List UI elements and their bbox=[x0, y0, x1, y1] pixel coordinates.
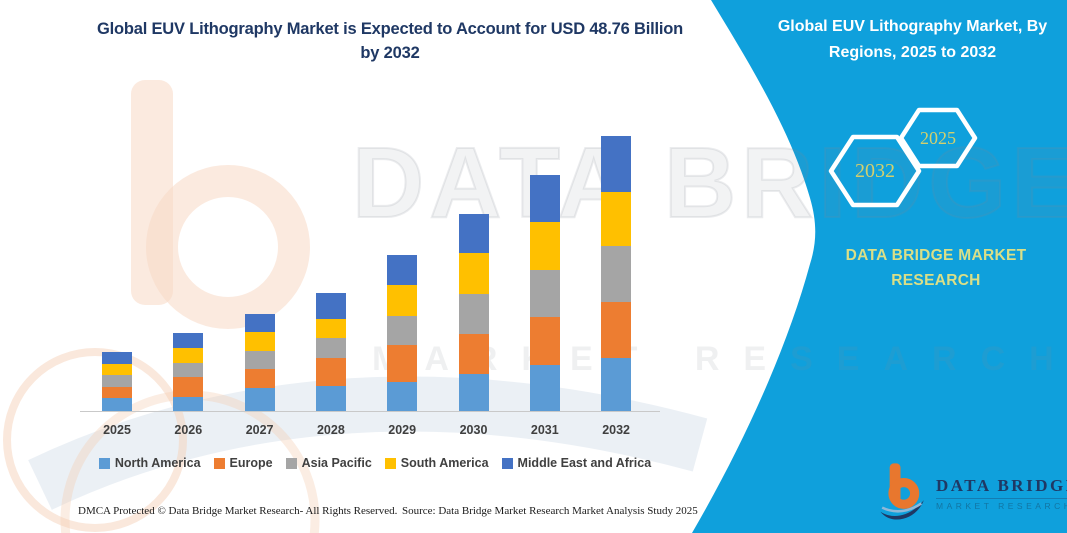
legend-swatch-icon bbox=[285, 457, 297, 469]
logo-name: DATA BRIDGE bbox=[936, 475, 1067, 495]
bar-segment-north-america bbox=[102, 398, 132, 412]
x-axis-label-2032: 2032 bbox=[602, 423, 630, 437]
bar-segment-south-america bbox=[387, 285, 418, 317]
stacked-bar-2031 bbox=[529, 175, 560, 412]
bar-segment-middle-east-and-africa bbox=[601, 135, 632, 192]
bar-segment-south-america bbox=[173, 348, 204, 363]
hexagon-year-2025: 2025 bbox=[920, 128, 956, 148]
legend-item-south-america: South America bbox=[384, 456, 489, 470]
bar-segment-asia-pacific bbox=[601, 246, 632, 302]
bar-segment-north-america bbox=[387, 382, 418, 412]
bar-segment-south-america bbox=[102, 364, 132, 376]
bar-segment-europe bbox=[529, 317, 560, 365]
x-axis-label-2026: 2026 bbox=[174, 423, 203, 437]
legend-swatch-icon bbox=[501, 457, 513, 469]
x-axis-label-2025: 2025 bbox=[103, 423, 131, 437]
x-axis-label-2028: 2028 bbox=[316, 423, 345, 437]
stacked-bar-2025 bbox=[102, 351, 132, 412]
bar-segment-middle-east-and-africa bbox=[102, 351, 132, 365]
data-bridge-logo: DATA BRIDGE MARKET RESEARCH bbox=[878, 458, 1067, 528]
bar-segment-europe bbox=[244, 369, 275, 389]
bar-segment-europe bbox=[458, 334, 489, 374]
legend-label: Europe bbox=[229, 456, 273, 470]
legend-label: North America bbox=[114, 456, 201, 470]
bar-segment-europe bbox=[601, 301, 632, 358]
stacked-bar-2030 bbox=[458, 214, 489, 412]
bar-segment-middle-east-and-africa bbox=[387, 254, 418, 286]
bar-segment-north-america bbox=[173, 396, 204, 412]
legend: North America Europe Asia Pacific South Ame… bbox=[75, 456, 675, 470]
side-panel-heading-line1: Global EUV Lithography Market, By bbox=[777, 18, 1048, 35]
year-hexagons-icon bbox=[828, 107, 978, 208]
stacked-bar-2029 bbox=[387, 254, 418, 412]
bar-segment-middle-east-and-africa bbox=[315, 292, 346, 319]
bar-segment-south-america bbox=[601, 191, 632, 247]
stacked-bar-2026 bbox=[173, 332, 204, 412]
x-axis-label-2029: 2029 bbox=[388, 423, 417, 437]
bar-segment-middle-east-and-africa bbox=[244, 314, 275, 333]
bar-segment-asia-pacific bbox=[102, 375, 132, 387]
bar-segment-middle-east-and-africa bbox=[458, 214, 489, 254]
bar-segment-south-america bbox=[458, 253, 489, 295]
legend-swatch-icon bbox=[384, 457, 396, 469]
legend-item-north-america: North America bbox=[98, 456, 201, 470]
bar-segment-south-america bbox=[529, 222, 560, 270]
bar-segment-asia-pacific bbox=[529, 269, 560, 317]
legend-swatch-icon bbox=[98, 457, 110, 469]
chart-title-line1: Global EUV Lithography Market is Expecte… bbox=[96, 20, 684, 38]
bar-segment-south-america bbox=[315, 318, 346, 338]
data-bridge-b-icon bbox=[880, 463, 924, 520]
bar-segment-europe bbox=[315, 357, 346, 386]
bar-segment-middle-east-and-africa bbox=[529, 175, 560, 222]
side-panel-heading: Global EUV Lithography Market, By Region… bbox=[765, 14, 1060, 65]
bar-segment-asia-pacific bbox=[315, 337, 346, 358]
legend-item-middle-east-and-africa: Middle East and Africa bbox=[501, 456, 652, 470]
bar-segment-europe bbox=[387, 344, 418, 382]
x-axis-label-2030: 2030 bbox=[459, 423, 488, 437]
side-panel-heading-line2: Regions, 2025 to 2032 bbox=[828, 43, 997, 61]
chart-title-line2: by 2032 bbox=[360, 43, 420, 62]
legend-label: Asia Pacific bbox=[301, 456, 372, 470]
x-axis-line bbox=[80, 411, 660, 412]
bar-segment-north-america bbox=[315, 386, 346, 412]
stacked-bar-2032 bbox=[601, 135, 632, 412]
bar-segment-asia-pacific bbox=[173, 362, 204, 377]
legend-item-asia-pacific: Asia Pacific bbox=[285, 456, 372, 470]
legend-label: South America bbox=[400, 456, 489, 470]
bar-segment-asia-pacific bbox=[244, 350, 275, 370]
bar-segment-north-america bbox=[244, 388, 275, 412]
bar-segment-north-america bbox=[529, 364, 560, 412]
stacked-bar-2027 bbox=[244, 314, 275, 412]
bar-segment-asia-pacific bbox=[458, 294, 489, 335]
bar-segment-north-america bbox=[458, 373, 489, 412]
chart-title: Global EUV Lithography Market is Expecte… bbox=[70, 18, 710, 66]
bar-segment-south-america bbox=[244, 332, 275, 351]
bar-segment-europe bbox=[173, 376, 204, 397]
x-axis-label-2027: 2027 bbox=[245, 423, 274, 437]
bar-segment-middle-east-and-africa bbox=[173, 332, 204, 349]
footer-source-text: Source: Data Bridge Market Research Mark… bbox=[402, 505, 698, 517]
bar-segment-europe bbox=[102, 386, 132, 399]
bar-segment-north-america bbox=[601, 357, 632, 412]
logo-divider bbox=[936, 497, 1067, 499]
legend-swatch-icon bbox=[213, 457, 225, 469]
bar-segment-asia-pacific bbox=[387, 316, 418, 345]
brand-wordmark: DATA BRIDGE MARKET RESEARCH bbox=[845, 247, 1027, 289]
x-axis-label-2031: 2031 bbox=[530, 423, 559, 437]
hexagon-year-2032: 2032 bbox=[855, 160, 895, 182]
stacked-bar-2028 bbox=[315, 292, 346, 412]
legend-label: Middle East and Africa bbox=[517, 456, 652, 470]
logo-subtitle: MARKET RESEARCH bbox=[936, 500, 1067, 511]
legend-item-europe: Europe bbox=[213, 456, 273, 470]
footer-dmca-text: DMCA Protected © Data Bridge Market Rese… bbox=[78, 505, 398, 517]
